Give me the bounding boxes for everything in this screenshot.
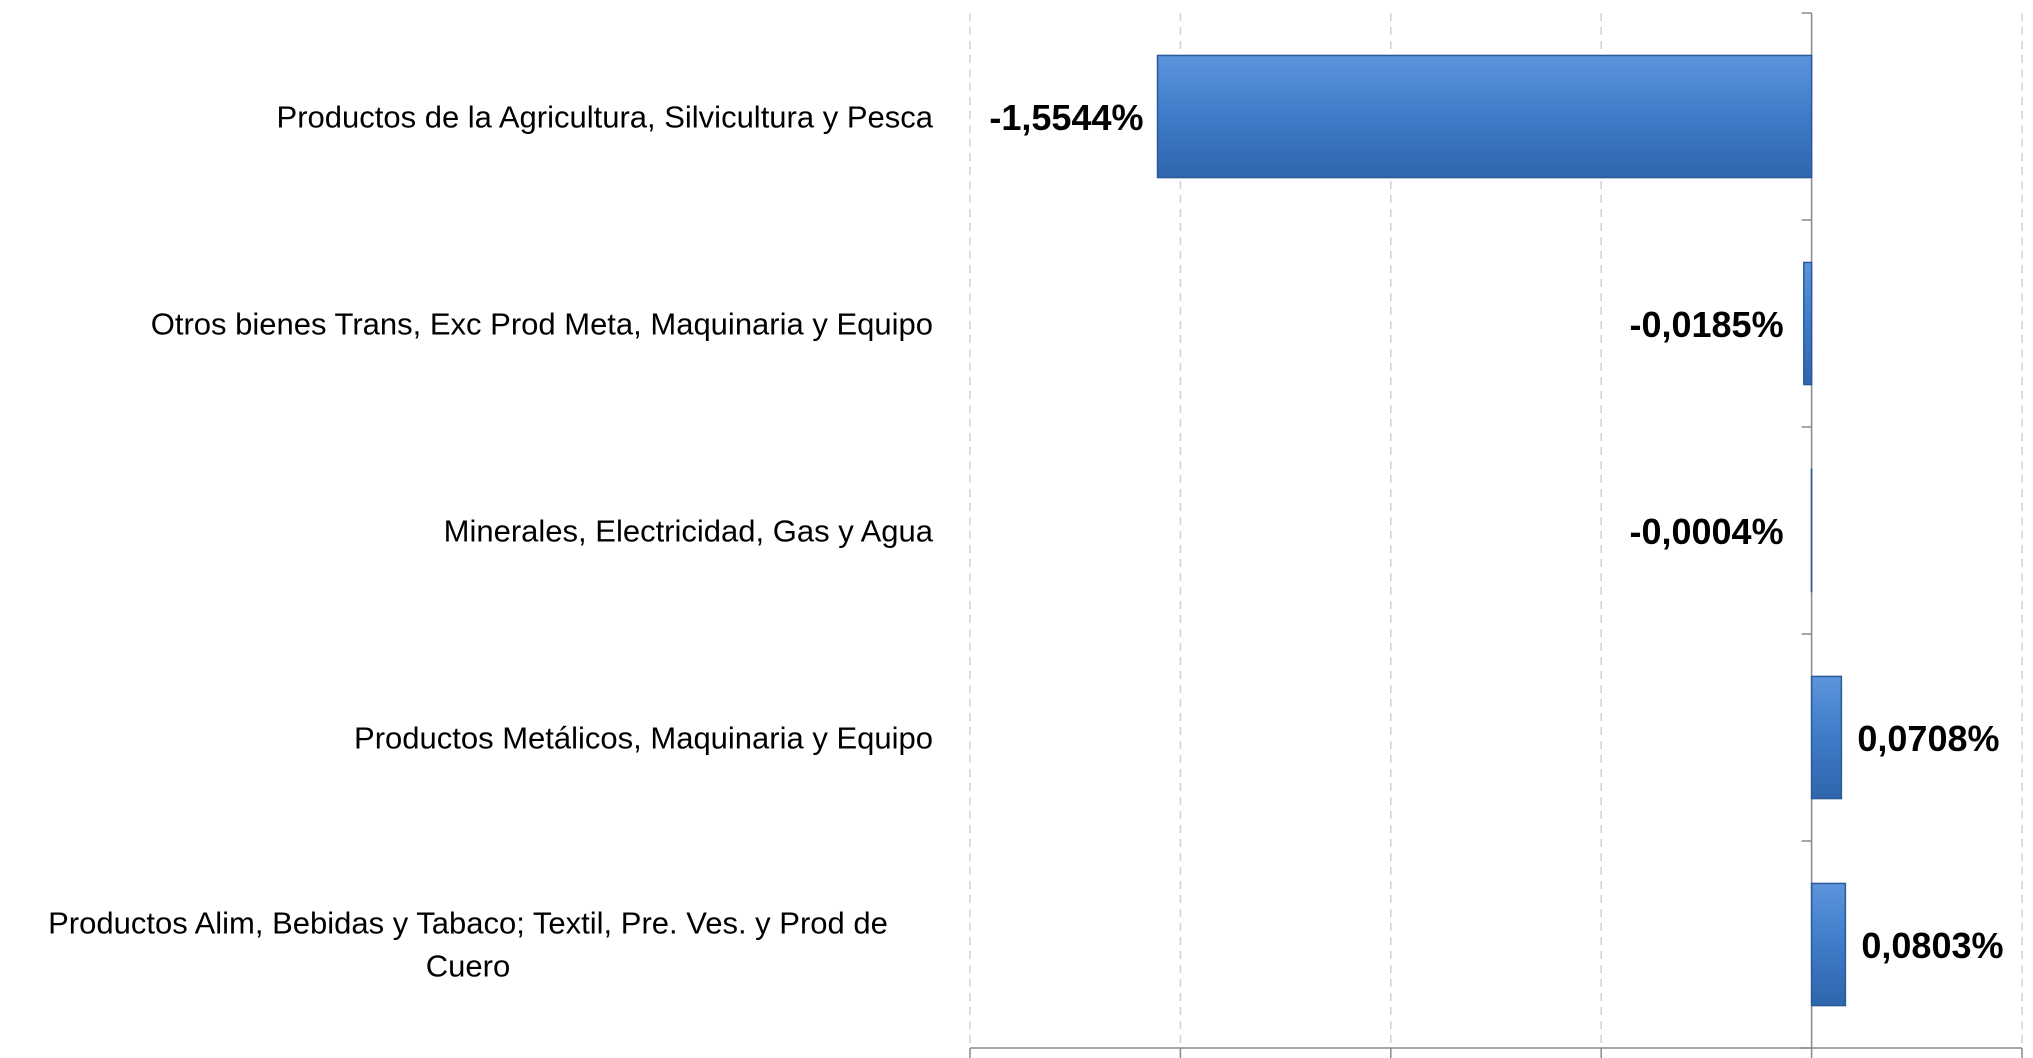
category-text: Productos Metálicos, Maquinaria y Equipo [354,719,933,755]
bar [1810,675,1843,800]
bar [1803,261,1813,386]
category-label: Productos Metálicos, Maquinaria y Equipo [3,716,933,759]
category-text: Minerales, Electricidad, Gas y Agua [443,512,933,548]
category-label: Otros bienes Trans, Exc Prod Meta, Maqui… [3,302,933,345]
value-label: -0,0004% [1629,511,1783,552]
bar [1156,54,1813,179]
category-text: Productos Alim, Bebidas y Tabaco; Textil… [48,905,888,984]
value-label: 0,0803% [1861,925,2003,966]
value-label: 0,0708% [1857,718,1999,759]
category-label: Productos Alim, Bebidas y Tabaco; Textil… [3,901,933,988]
category-label: Productos de la Agricultura, Silvicultur… [3,95,933,138]
category-text: Otros bienes Trans, Exc Prod Meta, Maqui… [150,305,933,341]
category-label: Minerales, Electricidad, Gas y Agua [3,509,933,552]
category-text: Productos de la Agricultura, Silvicultur… [276,98,933,134]
value-label: -1,5544% [989,97,1143,138]
bar [1810,882,1847,1007]
value-label: -0,0185% [1629,304,1783,345]
